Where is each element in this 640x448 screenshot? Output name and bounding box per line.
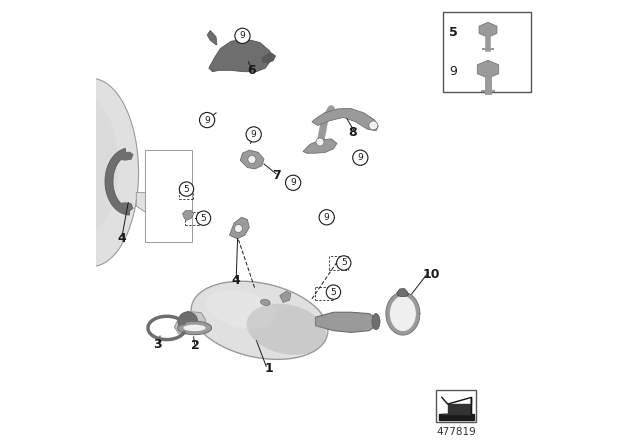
Polygon shape xyxy=(303,139,337,153)
Ellipse shape xyxy=(56,99,118,233)
Circle shape xyxy=(285,175,301,190)
Text: 8: 8 xyxy=(348,125,356,139)
Polygon shape xyxy=(119,152,132,160)
Text: 9: 9 xyxy=(204,116,210,125)
Text: 10: 10 xyxy=(422,268,440,281)
Circle shape xyxy=(369,121,378,130)
Polygon shape xyxy=(207,30,217,45)
Text: 7: 7 xyxy=(272,169,280,182)
Text: 9: 9 xyxy=(324,213,330,222)
Text: 9: 9 xyxy=(449,65,457,78)
Ellipse shape xyxy=(260,299,270,306)
Text: 3: 3 xyxy=(154,337,162,351)
Text: 4: 4 xyxy=(232,274,240,288)
Polygon shape xyxy=(136,193,172,217)
FancyBboxPatch shape xyxy=(145,150,192,242)
Text: 9: 9 xyxy=(291,178,296,187)
Circle shape xyxy=(179,182,194,196)
Polygon shape xyxy=(105,148,130,215)
Ellipse shape xyxy=(45,78,139,267)
Circle shape xyxy=(326,285,340,299)
FancyBboxPatch shape xyxy=(436,390,476,422)
Polygon shape xyxy=(230,217,249,239)
Circle shape xyxy=(196,211,211,225)
Circle shape xyxy=(319,210,334,225)
Circle shape xyxy=(316,138,324,146)
Polygon shape xyxy=(191,281,328,359)
Polygon shape xyxy=(280,291,291,302)
Circle shape xyxy=(246,127,261,142)
Polygon shape xyxy=(184,325,206,331)
Text: 5: 5 xyxy=(184,185,189,194)
Circle shape xyxy=(248,155,256,164)
Text: 5: 5 xyxy=(449,26,458,39)
Text: 5: 5 xyxy=(341,258,347,267)
Polygon shape xyxy=(174,311,206,334)
Circle shape xyxy=(234,224,243,233)
Polygon shape xyxy=(182,185,194,195)
Polygon shape xyxy=(246,304,326,355)
Text: 1: 1 xyxy=(264,362,273,375)
Polygon shape xyxy=(390,296,416,331)
Polygon shape xyxy=(177,321,212,335)
Polygon shape xyxy=(477,60,499,78)
Polygon shape xyxy=(262,53,275,63)
Circle shape xyxy=(200,112,215,128)
FancyBboxPatch shape xyxy=(443,12,531,92)
Polygon shape xyxy=(206,290,277,328)
Polygon shape xyxy=(240,150,264,169)
Polygon shape xyxy=(182,211,194,220)
Text: 4: 4 xyxy=(117,232,126,245)
Circle shape xyxy=(353,150,368,165)
Text: 5: 5 xyxy=(331,288,336,297)
Polygon shape xyxy=(442,397,472,414)
Polygon shape xyxy=(312,108,378,131)
Polygon shape xyxy=(316,312,376,332)
Text: 6: 6 xyxy=(248,64,256,78)
Ellipse shape xyxy=(372,314,380,330)
Polygon shape xyxy=(479,22,497,37)
Polygon shape xyxy=(386,292,420,335)
Polygon shape xyxy=(439,414,474,420)
Text: 2: 2 xyxy=(191,339,200,353)
Polygon shape xyxy=(119,203,132,211)
Text: 5: 5 xyxy=(201,214,206,223)
Circle shape xyxy=(235,28,250,43)
Text: 9: 9 xyxy=(251,130,257,139)
Text: 9: 9 xyxy=(239,31,245,40)
Circle shape xyxy=(337,256,351,270)
Polygon shape xyxy=(397,289,409,297)
Text: 9: 9 xyxy=(358,153,363,162)
Circle shape xyxy=(178,312,198,332)
Polygon shape xyxy=(209,39,271,72)
Text: 477819: 477819 xyxy=(436,427,476,437)
